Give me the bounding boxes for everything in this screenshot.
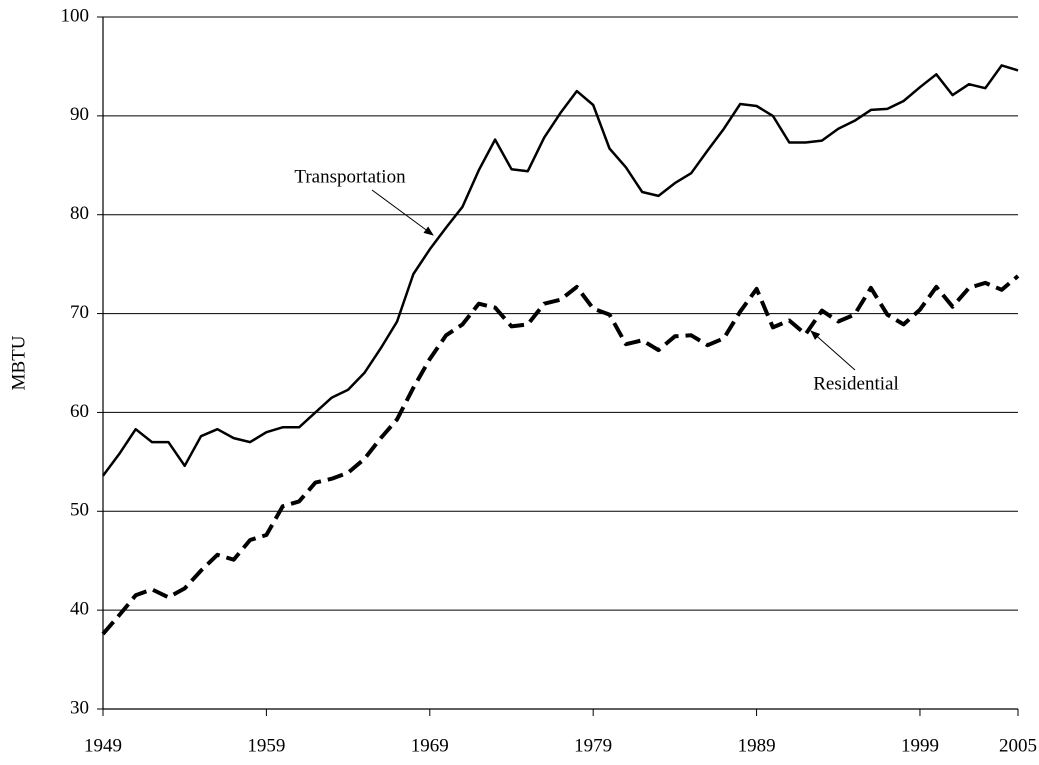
x-tick-label: 1979 [574, 735, 612, 756]
y-tick-label: 50 [70, 500, 89, 521]
annotation-arrow [371, 189, 434, 236]
series-line [101, 274, 1020, 636]
x-tick-label: 1989 [738, 735, 776, 756]
annotation: Residential [813, 373, 898, 394]
annotation: Transportation [294, 166, 406, 187]
annotation-arrow [810, 330, 856, 371]
series-line [101, 64, 1019, 477]
y-tick-label: 40 [70, 599, 89, 620]
y-tick-label: 30 [70, 697, 89, 718]
y-tick-label: 80 [70, 203, 89, 224]
y-tick-label: 60 [70, 401, 89, 422]
x-tick-label: 1969 [411, 735, 449, 756]
y-tick-label: 70 [70, 302, 89, 323]
x-tick-label: 1959 [247, 735, 285, 756]
x-tick-label: 1949 [84, 735, 122, 756]
y-axis-label: MBTU [8, 335, 29, 390]
x-tick-label: 2005 [999, 735, 1037, 756]
y-tick-label: 90 [70, 104, 89, 125]
x-tick-label: 1999 [901, 735, 939, 756]
y-tick-label: 100 [61, 5, 90, 26]
